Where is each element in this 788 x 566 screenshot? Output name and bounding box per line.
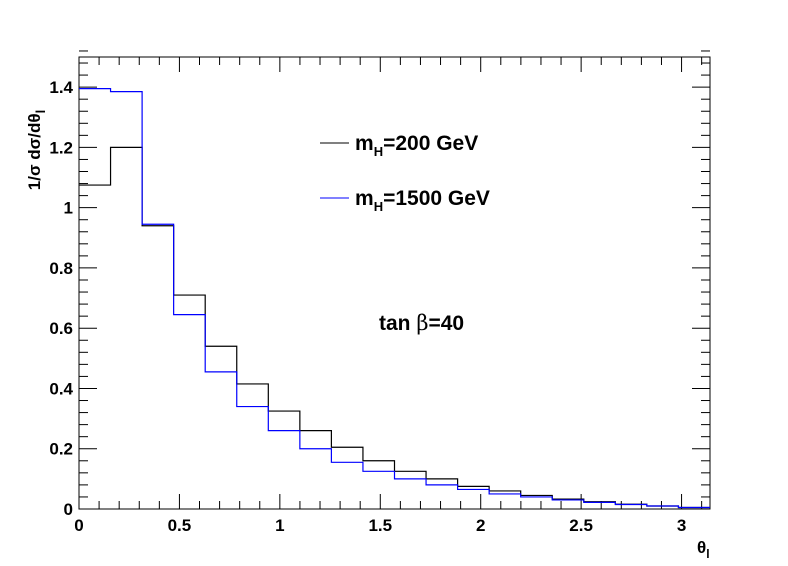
- series-1-bin: [363, 470, 395, 472]
- legend-label-200: mH=200 GeV: [355, 132, 478, 159]
- x-tick-label: 0: [74, 516, 83, 535]
- x-tick-label: 1.5: [368, 516, 392, 535]
- legend: mH=200 GeV mH=1500 GeV: [320, 132, 490, 214]
- series-1-bin: [111, 91, 143, 93]
- series-0-bin: [395, 470, 427, 472]
- series-0-bin: [300, 430, 332, 432]
- x-axis-title: θl: [697, 538, 710, 561]
- tan-beta-annotation: tan β=40: [379, 311, 464, 335]
- x-tick-label: 2: [476, 516, 485, 535]
- series-1-bin: [647, 505, 679, 507]
- series-1-line: [79, 88, 710, 509]
- legend-label-1500: mH=1500 GeV: [355, 187, 490, 214]
- x-tick-label: 2.5: [569, 516, 593, 535]
- series-1-bin: [300, 448, 332, 450]
- series-1-bin: [426, 484, 458, 486]
- y-tick-label: 1.4: [49, 78, 73, 97]
- series-0-bin: [268, 410, 300, 412]
- series-1-bin: [584, 501, 616, 503]
- series-1-bin: [205, 371, 237, 373]
- series-1-bin: [552, 499, 584, 501]
- series-1-bin: [79, 88, 111, 90]
- plot-frame: [78, 56, 711, 510]
- series-1-bin: [521, 496, 553, 498]
- series-0-bin: [174, 294, 206, 296]
- y-axis-title: 1/σ dσ/dθl: [25, 110, 48, 190]
- series-1-bin: [395, 478, 427, 480]
- y-tick-label: 0.6: [49, 319, 73, 338]
- x-axis-ticks: 0 0.5 1 1.5 2 2.5 3: [74, 57, 703, 535]
- y-tick-label: 0: [64, 500, 73, 519]
- x-tick-label: 3: [677, 516, 686, 535]
- x-tick-label: 0.5: [168, 516, 192, 535]
- series-1-bin: [174, 314, 206, 316]
- series-0-bin: [458, 485, 490, 487]
- series-0-bin: [237, 383, 269, 385]
- y-tick-label: 1.2: [49, 138, 73, 157]
- series-1-bin: [458, 488, 490, 490]
- y-tick-label: 1: [64, 199, 73, 218]
- series-0-bin: [489, 490, 521, 492]
- x-tick-label: 1: [275, 516, 284, 535]
- y-tick-label: 0.4: [49, 379, 73, 398]
- series-0-bin: [111, 146, 143, 148]
- series-0-bin: [331, 446, 363, 448]
- y-tick-label: 0.8: [49, 259, 73, 278]
- series-0-bin: [426, 478, 458, 480]
- series-1-bin: [489, 493, 521, 495]
- series-0-bin: [363, 460, 395, 462]
- series-1-bin: [678, 506, 710, 508]
- series-1-bin: [268, 430, 300, 432]
- series-0-bin: [205, 345, 237, 347]
- series-1-bin: [615, 503, 647, 505]
- series-0-line: [79, 146, 710, 509]
- y-tick-label: 0.2: [49, 440, 73, 459]
- series-1-bin: [331, 461, 363, 463]
- series-0-bin: [79, 184, 111, 186]
- y-axis-ticks: 0 0.2 0.4 0.6 0.8 1 1.2 1.4: [49, 50, 710, 519]
- series-1-bin: [237, 406, 269, 408]
- series-layer: [79, 88, 710, 509]
- series-1-bin: [142, 223, 174, 225]
